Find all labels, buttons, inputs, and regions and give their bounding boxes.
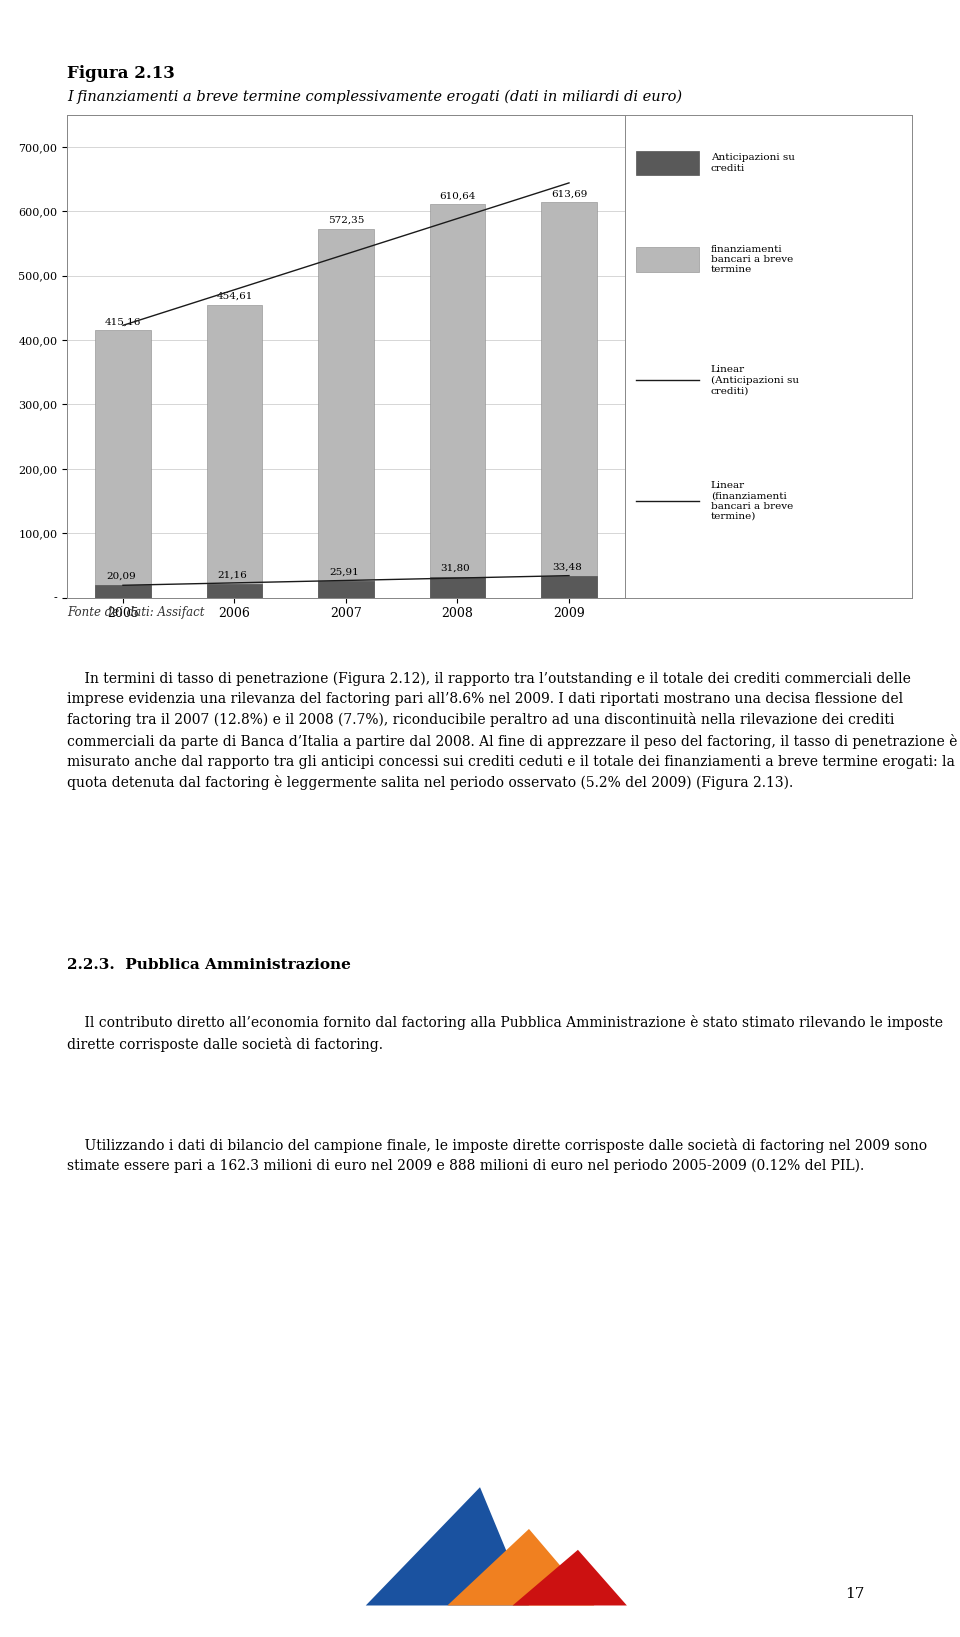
Polygon shape bbox=[366, 1486, 529, 1606]
Bar bbox=[430, 576, 486, 598]
Text: 572,35: 572,35 bbox=[327, 216, 364, 226]
Polygon shape bbox=[447, 1529, 594, 1606]
Bar bbox=[318, 581, 373, 598]
Bar bbox=[206, 584, 262, 598]
Text: In termini di tasso di penetrazione (Figura 2.12), il rapporto tra l’outstanding: In termini di tasso di penetrazione (Fig… bbox=[67, 671, 957, 791]
Text: Il contributo diretto all’economia fornito dal factoring alla Pubblica Amministr: Il contributo diretto all’economia forni… bbox=[67, 1015, 943, 1051]
Bar bbox=[541, 203, 597, 598]
Bar bbox=[636, 247, 700, 272]
Bar bbox=[206, 304, 262, 598]
Text: 454,61: 454,61 bbox=[216, 291, 252, 301]
Text: finanziamenti
bancari a breve
termine: finanziamenti bancari a breve termine bbox=[711, 244, 793, 275]
Text: 31,80: 31,80 bbox=[441, 565, 470, 573]
Text: 25,91: 25,91 bbox=[329, 568, 359, 576]
Text: 17: 17 bbox=[845, 1586, 864, 1601]
Bar bbox=[430, 205, 486, 598]
Text: 33,48: 33,48 bbox=[552, 563, 582, 571]
Text: Utilizzando i dati di bilancio del campione finale, le imposte dirette corrispos: Utilizzando i dati di bilancio del campi… bbox=[67, 1138, 927, 1174]
Text: Linear
(Anticipazioni su
crediti): Linear (Anticipazioni su crediti) bbox=[711, 365, 799, 395]
Bar bbox=[95, 331, 151, 598]
Bar bbox=[95, 584, 151, 598]
Text: 610,64: 610,64 bbox=[440, 192, 476, 200]
Text: Anticipazioni su
crediti: Anticipazioni su crediti bbox=[711, 154, 795, 172]
Polygon shape bbox=[513, 1550, 627, 1606]
Text: 613,69: 613,69 bbox=[551, 190, 588, 198]
Text: Fonte dei dati: Assifact: Fonte dei dati: Assifact bbox=[67, 606, 204, 619]
Text: 2.2.3.  Pubblica Amministrazione: 2.2.3. Pubblica Amministrazione bbox=[67, 958, 351, 972]
Text: 21,16: 21,16 bbox=[217, 571, 247, 579]
Bar bbox=[318, 229, 373, 598]
Text: 20,09: 20,09 bbox=[106, 571, 135, 581]
Bar bbox=[636, 151, 700, 175]
Bar bbox=[541, 576, 597, 598]
Text: I finanziamenti a breve termine complessivamente erogati (dati in miliardi di eu: I finanziamenti a breve termine compless… bbox=[67, 90, 683, 105]
Text: Figura 2.13: Figura 2.13 bbox=[67, 65, 175, 82]
Text: Linear
(finanziamenti
bancari a breve
termine): Linear (finanziamenti bancari a breve te… bbox=[711, 481, 793, 521]
Text: 415,16: 415,16 bbox=[105, 318, 141, 326]
